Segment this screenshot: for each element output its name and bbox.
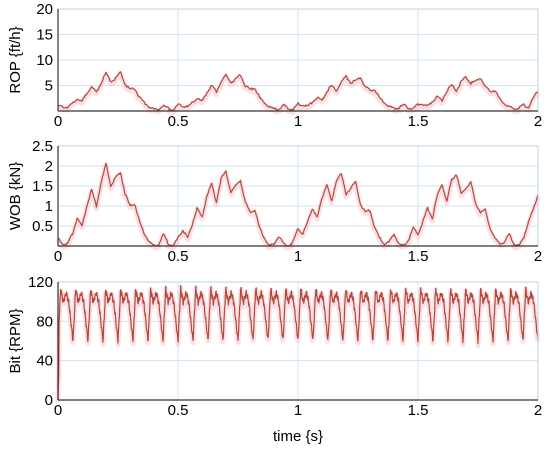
bit-rpm-xtick-label-1: 0.5: [168, 402, 189, 419]
wob-xtick-label-3: 1.5: [408, 248, 429, 265]
wob-ytick-label-0: 0.5: [32, 218, 53, 235]
rop-ytick-label-1: 10: [36, 52, 53, 69]
rop-series-line: [57, 71, 539, 112]
rop-ytick-label-3: 20: [36, 1, 53, 18]
rop-panel: 0 0.5 1 1.5 2 5 10 15 20 ROP {ft/h}: [7, 1, 542, 130]
wob-series-line: [57, 162, 539, 247]
wob-ytick-label-2: 1.5: [32, 178, 53, 195]
wob-ytick-label-1: 1: [45, 198, 53, 215]
bit-rpm-xtick-label-2: 1: [294, 402, 302, 419]
wob-xtick-label-2: 1: [294, 248, 302, 265]
wob-xtick-label-4: 2: [534, 248, 542, 265]
bit-rpm-xtick-label-4: 2: [534, 402, 542, 419]
rop-xtick-label-4: 2: [534, 113, 542, 130]
bit-rpm-ylabel: Bit {RPM}: [7, 308, 24, 373]
bit-rpm-xlabel: time {s}: [273, 428, 323, 445]
rop-xtick-label-2: 1: [294, 113, 302, 130]
rop-ytick-label-0: 5: [45, 78, 53, 95]
bit-rpm-ytick-label-3: 120: [28, 274, 53, 291]
wob-xtick-label-0: 0: [54, 248, 62, 265]
bit-rpm-ytick-label-2: 80: [36, 313, 53, 330]
wob-ytick-label-3: 2: [45, 158, 53, 175]
wob-xtick-label-1: 0.5: [168, 248, 189, 265]
bit-rpm-series-line: [57, 285, 539, 401]
rop-xtick-label-0: 0: [54, 113, 62, 130]
wob-ytick-label-4: 2.5: [32, 138, 53, 155]
rop-ylabel: ROP {ft/h}: [7, 26, 24, 93]
bit-rpm-ytick-label-0: 0: [45, 392, 53, 409]
bit-rpm-xtick-label-0: 0: [54, 402, 62, 419]
rop-ytick-label-2: 15: [36, 27, 53, 44]
rop-xtick-label-1: 0.5: [168, 113, 189, 130]
wob-ylabel: WOB {kN}: [7, 162, 24, 230]
rop-band: [56, 71, 541, 116]
bit-rpm-ytick-label-1: 40: [36, 353, 53, 370]
rop-xtick-label-3: 1.5: [408, 113, 429, 130]
bit-rpm-xtick-label-3: 1.5: [408, 402, 429, 419]
